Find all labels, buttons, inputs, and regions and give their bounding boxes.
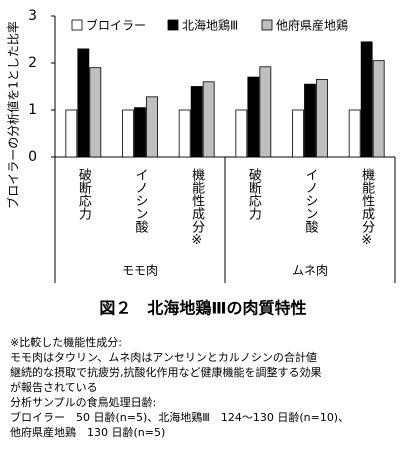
legend-label: 他府県産地鶏 xyxy=(276,18,348,33)
bar xyxy=(348,109,361,158)
note-line: 分析サンプルの食鳥処理日齢: xyxy=(10,395,156,409)
note-line: 他府県産地鶏 130 日齢(n=5) xyxy=(10,425,165,439)
bar xyxy=(122,109,134,158)
x-tick-label: 破断応力 xyxy=(76,168,92,221)
legend-swatch xyxy=(167,19,179,31)
bar xyxy=(316,79,328,158)
bar xyxy=(235,109,248,158)
bar xyxy=(146,96,158,158)
bar xyxy=(178,109,191,158)
legend-swatch xyxy=(71,19,83,31)
bar xyxy=(372,60,385,158)
bar xyxy=(292,109,304,158)
x-tick-label: 機能性成分※ xyxy=(189,168,205,248)
figure-caption: 図２ 北海地鶏Ⅲの肉質特性 xyxy=(99,299,306,318)
bar xyxy=(259,66,272,158)
group-label: ムネ肉 xyxy=(292,264,328,278)
bar xyxy=(134,107,146,158)
note-line: 継続的な摂取で抗疲労,抗酸化作用など健康機能を調整する効果 xyxy=(10,365,322,379)
legend-label: ブロイラー xyxy=(86,18,146,33)
bar xyxy=(65,109,78,158)
bar xyxy=(89,67,102,158)
note-line: ※比較した機能性成分: xyxy=(10,335,122,349)
bar xyxy=(247,76,260,158)
x-tick-label: 機能性成分※ xyxy=(359,168,375,248)
bar xyxy=(190,86,203,158)
note-line: が報告されている xyxy=(10,380,98,394)
y-tick-label: 0 xyxy=(28,149,37,165)
y-axis-label: ブロイラーの分析値を1とした比率 xyxy=(6,21,21,209)
x-tick-label: 破断応力 xyxy=(246,168,261,221)
y-tick-label: 3 xyxy=(28,8,37,24)
y-tick-label: 2 xyxy=(28,55,37,71)
x-tick-label: イノシン酸 xyxy=(303,168,319,233)
y-tick-label: 1 xyxy=(28,102,37,118)
bar xyxy=(360,41,373,158)
bar xyxy=(304,83,316,158)
bar xyxy=(77,48,90,158)
legend-swatch xyxy=(261,19,273,31)
x-tick-label: イノシン酸 xyxy=(133,168,149,233)
group-label: モモ肉 xyxy=(122,264,158,278)
bar xyxy=(202,81,215,158)
note-line: ブロイラー 50 日齢(n=5)、北海地鶏Ⅲ 124～130 日齢(n=10)、 xyxy=(10,410,349,424)
note-line: モモ肉はタウリン、ムネ肉はアンセリンとカルノシンの合計値 xyxy=(10,350,317,364)
legend-label: 北海地鶏Ⅲ xyxy=(182,18,238,33)
